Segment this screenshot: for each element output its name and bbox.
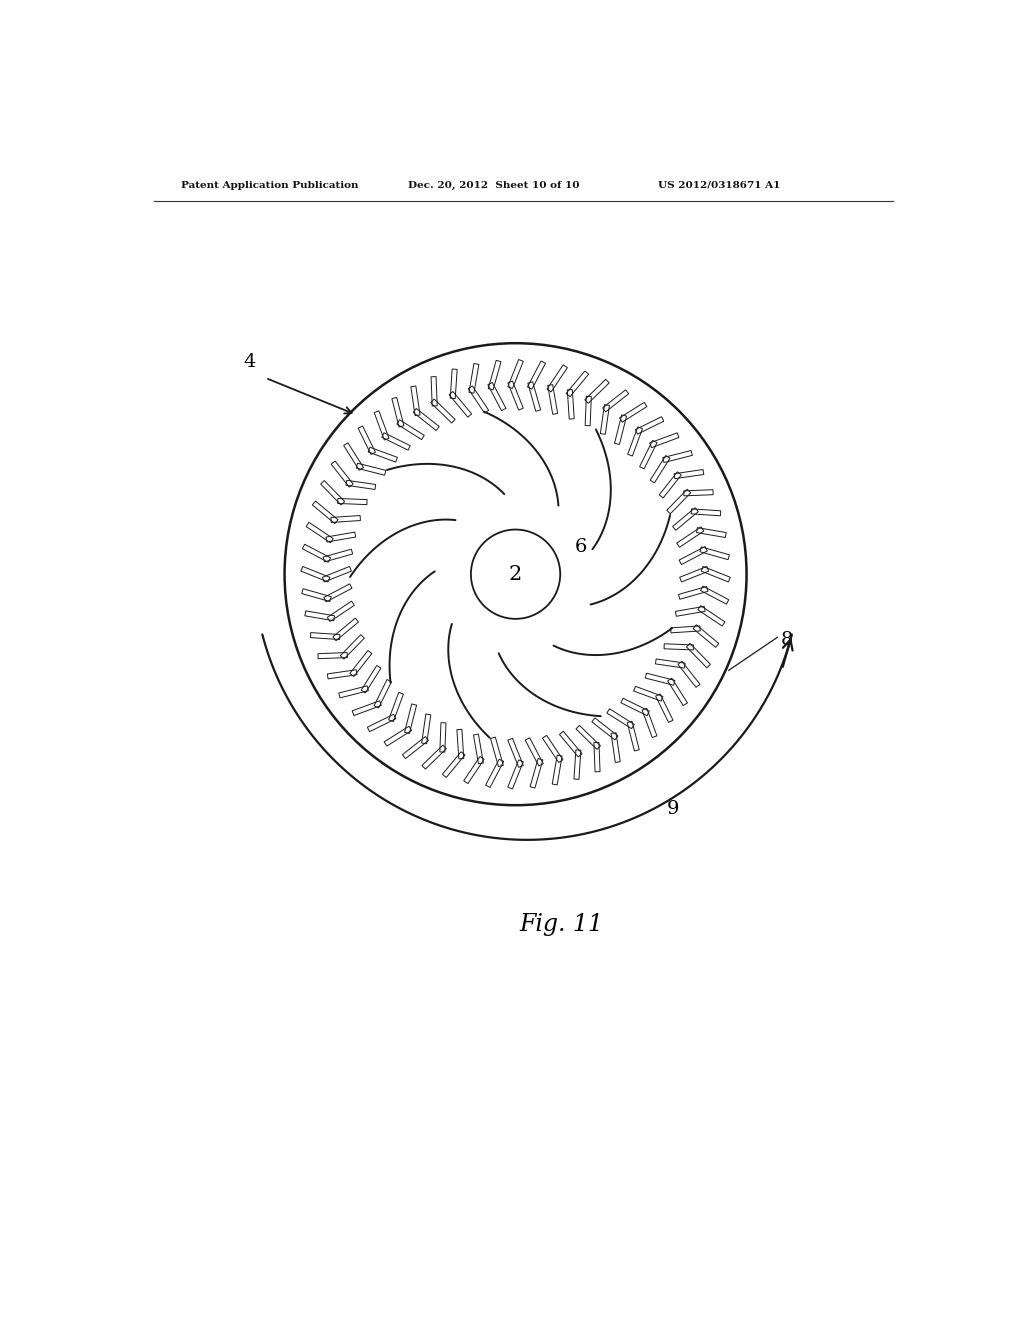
Text: 4: 4 — [244, 354, 256, 371]
Text: Patent Application Publication: Patent Application Publication — [180, 181, 358, 190]
Text: Dec. 20, 2012  Sheet 10 of 10: Dec. 20, 2012 Sheet 10 of 10 — [408, 181, 580, 190]
Text: 8: 8 — [780, 631, 793, 648]
Text: 9: 9 — [668, 800, 680, 818]
Text: 6: 6 — [574, 539, 587, 556]
Text: 2: 2 — [509, 565, 522, 583]
Text: Fig. 11: Fig. 11 — [520, 913, 604, 936]
Text: US 2012/0318671 A1: US 2012/0318671 A1 — [658, 181, 780, 190]
